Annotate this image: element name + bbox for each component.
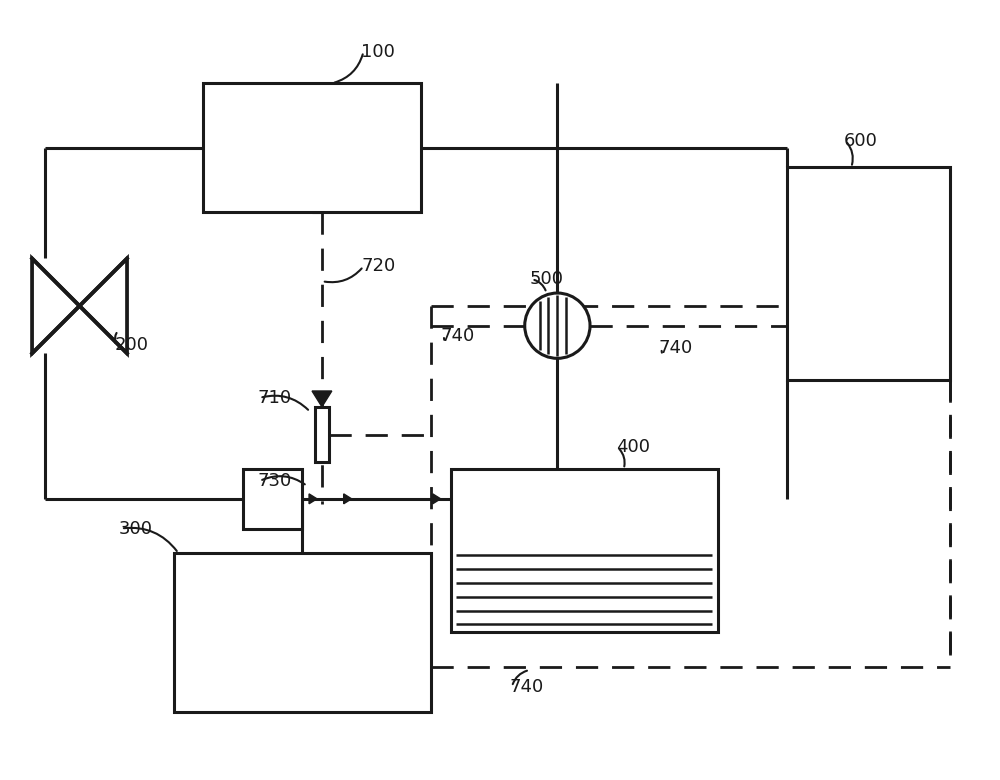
Text: 740: 740 (658, 339, 693, 357)
Text: 500: 500 (530, 270, 564, 288)
Polygon shape (433, 494, 441, 504)
Polygon shape (80, 258, 127, 353)
Polygon shape (344, 494, 352, 504)
Text: 740: 740 (441, 327, 475, 345)
Polygon shape (32, 258, 80, 353)
Text: 400: 400 (616, 438, 650, 456)
Bar (451, 469, 718, 633)
Bar (174, 553, 431, 711)
Polygon shape (309, 494, 317, 504)
Circle shape (525, 293, 590, 358)
Polygon shape (312, 391, 332, 407)
Text: 600: 600 (843, 132, 877, 150)
Bar (787, 168, 950, 380)
Text: 730: 730 (258, 472, 292, 490)
Text: 740: 740 (510, 678, 544, 696)
Bar (243, 469, 302, 529)
Text: 720: 720 (361, 257, 396, 275)
Text: 300: 300 (119, 519, 153, 537)
Text: 200: 200 (114, 336, 148, 354)
Text: 100: 100 (361, 43, 395, 61)
Bar (203, 83, 421, 212)
Text: 710: 710 (258, 389, 292, 407)
Bar (315, 407, 329, 463)
